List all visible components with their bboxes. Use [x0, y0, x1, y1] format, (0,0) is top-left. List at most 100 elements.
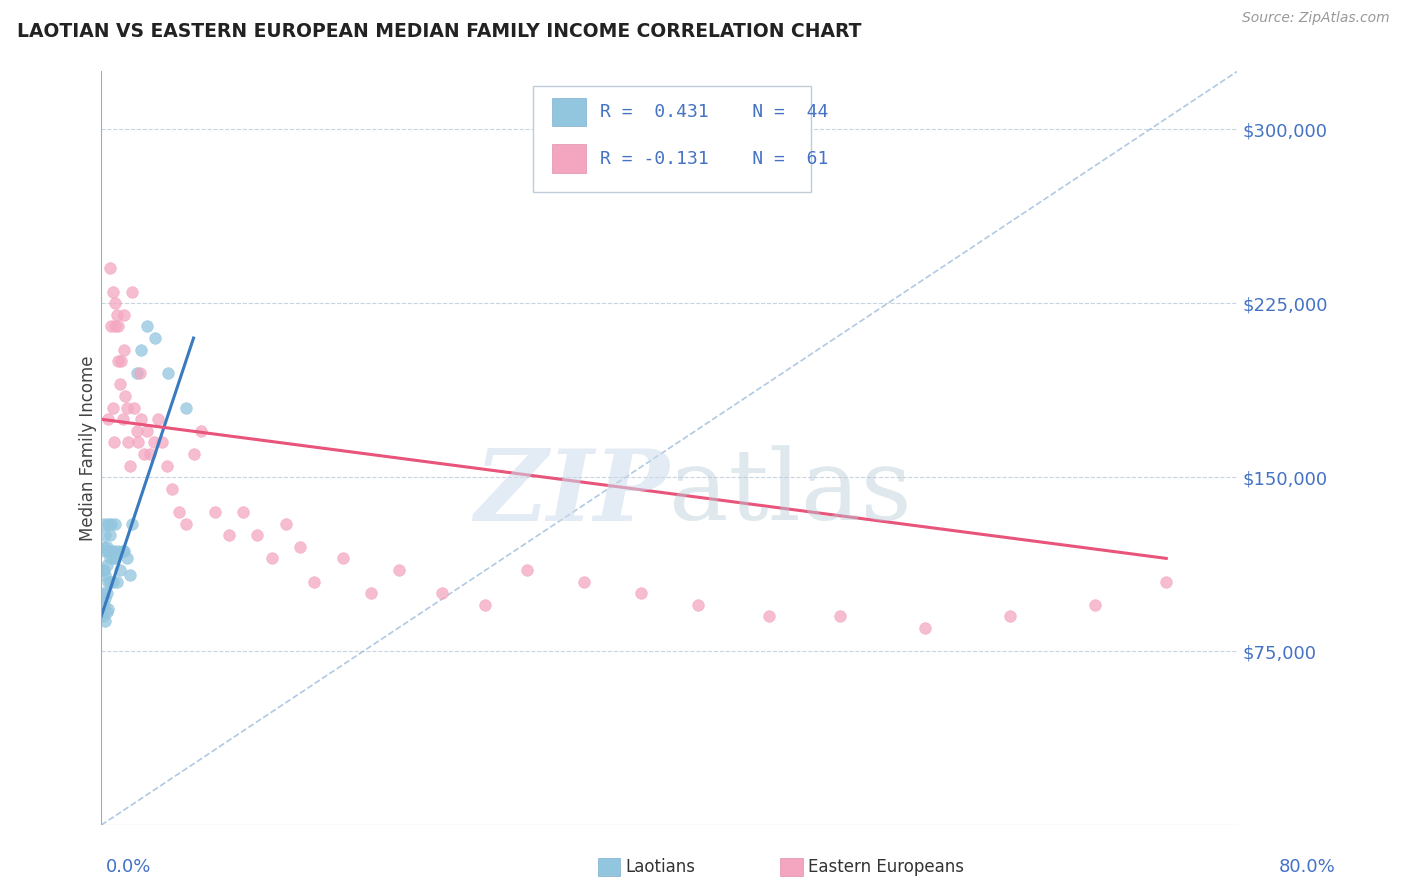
Laotians	[96, 540, 118, 554]
Eastern Europeans	[828, 609, 851, 624]
Eastern Europeans	[132, 447, 155, 461]
Eastern Europeans	[260, 551, 283, 566]
Eastern Europeans	[112, 308, 135, 322]
Eastern Europeans	[110, 354, 132, 368]
Laotians	[93, 563, 115, 577]
Eastern Europeans	[114, 389, 136, 403]
Eastern Europeans	[142, 435, 165, 450]
Eastern Europeans	[97, 412, 120, 426]
Eastern Europeans	[516, 563, 538, 577]
Eastern Europeans	[232, 505, 254, 519]
Laotians	[94, 614, 117, 628]
Laotians	[96, 586, 118, 600]
Laotians	[94, 544, 117, 558]
Laotians	[93, 540, 115, 554]
Eastern Europeans	[146, 412, 169, 426]
Eastern Europeans	[112, 343, 135, 357]
Laotians	[97, 602, 120, 616]
Eastern Europeans	[388, 563, 411, 577]
Eastern Europeans	[103, 435, 125, 450]
Laotians	[143, 331, 166, 345]
Text: LAOTIAN VS EASTERN EUROPEAN MEDIAN FAMILY INCOME CORRELATION CHART: LAOTIAN VS EASTERN EUROPEAN MEDIAN FAMIL…	[17, 22, 862, 41]
Laotians	[125, 366, 148, 380]
Eastern Europeans	[129, 412, 152, 426]
Laotians	[115, 551, 138, 566]
Eastern Europeans	[1156, 574, 1178, 589]
Laotians	[121, 516, 143, 531]
Eastern Europeans	[204, 505, 226, 519]
Laotians	[97, 574, 120, 589]
Eastern Europeans	[758, 609, 780, 624]
Text: R =  0.431    N =  44: R = 0.431 N = 44	[600, 103, 828, 121]
Eastern Europeans	[1084, 598, 1107, 612]
Text: 0.0%: 0.0%	[105, 858, 150, 876]
Laotians	[176, 401, 198, 415]
Eastern Europeans	[100, 319, 122, 334]
FancyBboxPatch shape	[553, 145, 586, 173]
Y-axis label: Median Family Income: Median Family Income	[79, 356, 97, 541]
Laotians	[98, 528, 121, 542]
Eastern Europeans	[118, 458, 141, 473]
Laotians	[112, 544, 135, 558]
Eastern Europeans	[115, 401, 138, 415]
Laotians	[93, 598, 115, 612]
Eastern Europeans	[117, 435, 139, 450]
Eastern Europeans	[101, 285, 124, 299]
Eastern Europeans	[128, 366, 150, 380]
Laotians	[96, 605, 118, 619]
Laotians	[94, 591, 117, 605]
Eastern Europeans	[169, 505, 191, 519]
Laotians	[101, 574, 124, 589]
Laotians	[103, 544, 125, 558]
Text: atlas: atlas	[669, 446, 912, 541]
Laotians	[107, 544, 129, 558]
Laotians	[105, 574, 128, 589]
Eastern Europeans	[998, 609, 1021, 624]
Eastern Europeans	[125, 424, 148, 438]
Text: Source: ZipAtlas.com: Source: ZipAtlas.com	[1241, 11, 1389, 25]
Eastern Europeans	[111, 412, 134, 426]
FancyBboxPatch shape	[533, 87, 811, 192]
Eastern Europeans	[98, 261, 121, 276]
Laotians	[104, 551, 127, 566]
Eastern Europeans	[914, 621, 936, 635]
Eastern Europeans	[176, 516, 198, 531]
Eastern Europeans	[686, 598, 709, 612]
Eastern Europeans	[104, 319, 127, 334]
Eastern Europeans	[430, 586, 453, 600]
Laotians	[100, 544, 122, 558]
Eastern Europeans	[218, 528, 240, 542]
Eastern Europeans	[360, 586, 382, 600]
Laotians	[91, 563, 114, 577]
Eastern Europeans	[288, 540, 311, 554]
Eastern Europeans	[101, 401, 124, 415]
Eastern Europeans	[105, 308, 128, 322]
Laotians	[94, 567, 117, 582]
FancyBboxPatch shape	[553, 98, 586, 127]
Eastern Europeans	[572, 574, 595, 589]
Text: 80.0%: 80.0%	[1279, 858, 1336, 876]
Text: R = -0.131    N =  61: R = -0.131 N = 61	[600, 150, 828, 168]
Laotians	[111, 544, 134, 558]
Laotians	[91, 586, 114, 600]
Eastern Europeans	[135, 424, 157, 438]
Eastern Europeans	[190, 424, 212, 438]
Text: Eastern Europeans: Eastern Europeans	[808, 858, 965, 876]
Laotians	[97, 544, 120, 558]
Eastern Europeans	[122, 401, 145, 415]
Laotians	[98, 551, 121, 566]
Laotians	[108, 563, 131, 577]
Eastern Europeans	[332, 551, 354, 566]
Eastern Europeans	[104, 296, 127, 310]
Eastern Europeans	[108, 377, 131, 392]
Laotians	[100, 516, 122, 531]
Laotians	[156, 366, 179, 380]
Eastern Europeans	[155, 458, 177, 473]
Laotians	[101, 551, 124, 566]
Laotians	[94, 528, 117, 542]
Eastern Europeans	[107, 319, 129, 334]
Eastern Europeans	[150, 435, 173, 450]
Laotians	[129, 343, 152, 357]
Laotians	[91, 609, 114, 624]
Eastern Europeans	[474, 598, 496, 612]
